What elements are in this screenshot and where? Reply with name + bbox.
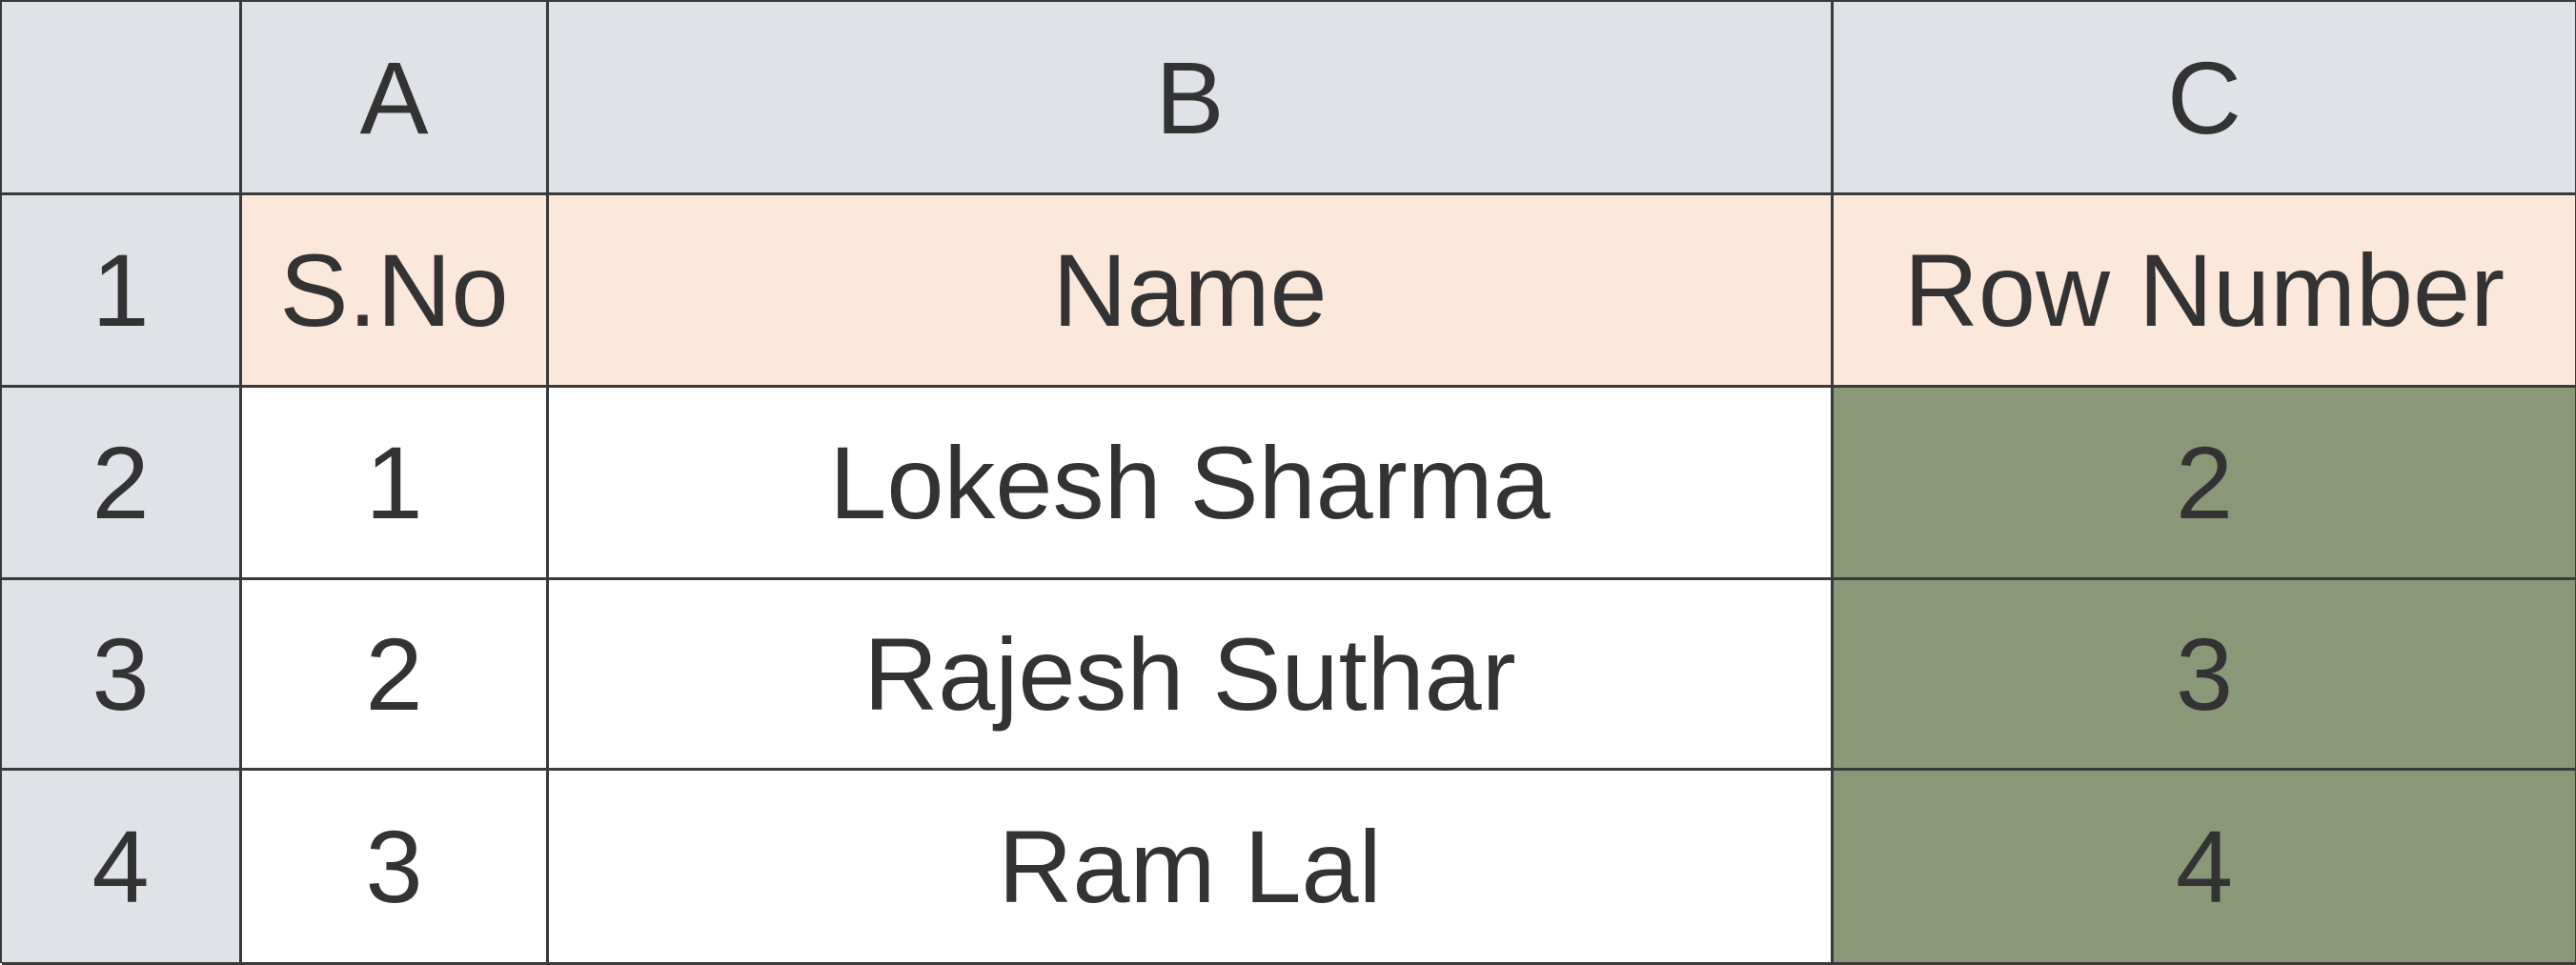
cell-a4[interactable]: 3 (242, 771, 549, 965)
cell-a2[interactable]: 1 (242, 388, 549, 580)
cell-b2[interactable]: Lokesh Sharma (549, 388, 1834, 580)
cell-b3[interactable]: Rajesh Suthar (549, 580, 1834, 771)
column-header-a[interactable]: A (242, 2, 549, 195)
row-header-1[interactable]: 1 (2, 195, 242, 388)
cell-c2[interactable]: 2 (1834, 388, 2576, 580)
select-all-corner[interactable] (2, 2, 242, 195)
row-header-4[interactable]: 4 (2, 771, 242, 965)
row-header-2[interactable]: 2 (2, 388, 242, 580)
cell-b4[interactable]: Ram Lal (549, 771, 1834, 965)
cell-a1[interactable]: S.No (242, 195, 549, 388)
column-header-b[interactable]: B (549, 2, 1834, 195)
cell-c3[interactable]: 3 (1834, 580, 2576, 771)
column-header-c[interactable]: C (1834, 2, 2576, 195)
cell-a3[interactable]: 2 (242, 580, 549, 771)
cell-c1[interactable]: Row Number (1834, 195, 2576, 388)
cell-b1[interactable]: Name (549, 195, 1834, 388)
cell-c4[interactable]: 4 (1834, 771, 2576, 965)
row-header-3[interactable]: 3 (2, 580, 242, 771)
